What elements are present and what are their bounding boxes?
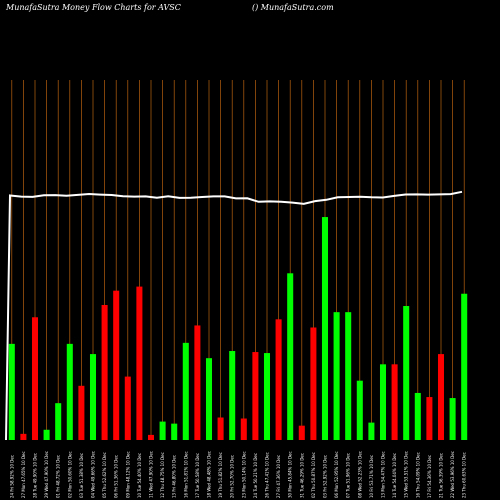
x-tick-label: 18 Wed 48.48% 10 Dec bbox=[207, 451, 212, 498]
bar-up bbox=[403, 306, 410, 440]
money-flow-bars bbox=[8, 217, 468, 440]
x-tick-label: 21 Tue 56.39% 10 Dec bbox=[439, 453, 444, 498]
bar-down bbox=[31, 317, 39, 440]
bar-up bbox=[229, 351, 236, 440]
bar-down bbox=[426, 397, 433, 440]
x-tick-label: 10 Fri 53.71% 10 Dec bbox=[369, 455, 374, 498]
x-tick-label: 28 Tue 49.90% 10 Dec bbox=[33, 453, 38, 498]
x-tick-label: 30 Mon 45.84% 10 Dec bbox=[288, 451, 293, 498]
bar-up bbox=[345, 312, 352, 440]
x-tick-label: 08 Wed 52.23% 10 Dec bbox=[357, 451, 362, 498]
bar-down bbox=[136, 286, 143, 440]
x-tick-label: 27 Mon 47.65% 10 Dec bbox=[21, 451, 26, 498]
bar-down bbox=[101, 305, 108, 440]
bar-up bbox=[368, 422, 375, 440]
x-tick-label: 01 Fri 48.72% 10 Dec bbox=[56, 455, 61, 498]
x-tick-label: 04 Wed 49.66% 10 Dec bbox=[91, 451, 96, 498]
x-tick-label: 27 Fri 47.36% 10 Dec bbox=[276, 455, 281, 498]
bar-down bbox=[20, 433, 27, 440]
bar-down bbox=[78, 385, 85, 440]
bar-up bbox=[461, 293, 468, 440]
bar-up bbox=[287, 273, 294, 440]
bar-down bbox=[391, 364, 398, 440]
bar-up bbox=[89, 354, 97, 440]
bar-up bbox=[66, 343, 73, 440]
x-tick-label: 03 Tue 51.38% 10 Dec bbox=[79, 453, 84, 498]
bar-up bbox=[356, 380, 363, 440]
money-flow-line bbox=[5, 190, 463, 441]
x-tick-label: 11 Wed 47.90% 10 Dec bbox=[149, 451, 154, 498]
bar-up bbox=[414, 392, 421, 440]
bar-up bbox=[205, 358, 213, 440]
x-tick-label: 02 Thu 50.87% 10 Dec bbox=[311, 452, 316, 498]
x-tick-label: 17 Tue 50.58% 10 Dec bbox=[195, 453, 200, 498]
x-tick-label: 13 Mon 54.47% 10 Dec bbox=[381, 451, 386, 498]
x-tick-label: 10 Tue 54.40% 10 Dec bbox=[137, 453, 142, 498]
x-tick-label: 02 Mon 50.60% 10 Dec bbox=[67, 451, 72, 498]
bar-down bbox=[113, 290, 120, 440]
bar-up bbox=[159, 421, 166, 440]
bar-up bbox=[8, 343, 15, 440]
x-tick-label: 23 Thu 60.63% 10 Dec bbox=[462, 452, 467, 498]
x-tick-label: 14 Tue 54.04% 10 Dec bbox=[392, 453, 397, 498]
bar-down bbox=[147, 434, 155, 440]
x-tick-label: 26 Thu 47.41% 10 Dec bbox=[265, 452, 270, 498]
x-tick-label: 20 Fri 52.70% 10 Dec bbox=[230, 455, 235, 498]
x-tick-label: 03 Fri 52.92% 10 Dec bbox=[323, 455, 328, 498]
x-tick-label: 16 Mon 51.81% 10 Dec bbox=[183, 451, 188, 498]
x-tick-label: 06 Fri 51.36% 10 Dec bbox=[114, 455, 119, 498]
bar-down bbox=[217, 417, 224, 440]
x-tick-label: 09 Mon 48.12% 10 Dec bbox=[125, 451, 130, 498]
x-axis-tick-labels: 24 Fri 58.92% 10 Dec 27 Mon 47.65% 10 Dec… bbox=[9, 451, 466, 498]
x-tick-label: 13 Fri 46.80% 10 Dec bbox=[172, 455, 177, 498]
bar-down bbox=[194, 325, 201, 440]
bar-up bbox=[171, 423, 178, 440]
x-tick-label: 23 Mon 50.14% 10 Dec bbox=[241, 451, 246, 498]
bar-up bbox=[321, 217, 329, 440]
x-tick-label: 15 Wed 53.51% 10 Dec bbox=[404, 451, 409, 498]
bar-up bbox=[333, 312, 340, 440]
x-tick-label: 24 Tue 50.21% 10 Dec bbox=[253, 453, 258, 498]
bar-up bbox=[449, 398, 456, 440]
x-tick-label: 22 Wed 53.96% 10 Dec bbox=[450, 451, 455, 498]
bar-down bbox=[310, 327, 317, 440]
x-tick-label: 24 Fri 58.92% 10 Dec bbox=[9, 455, 14, 498]
bar-up bbox=[55, 403, 62, 440]
bar-up bbox=[379, 364, 387, 440]
bar-down bbox=[437, 354, 445, 440]
bar-up bbox=[182, 342, 189, 440]
x-tick-label: 19 Thu 51.82% 10 Dec bbox=[218, 452, 223, 498]
bar-down bbox=[240, 418, 247, 440]
x-tick-label: 16 Thu 54.09% 10 Dec bbox=[415, 452, 420, 498]
x-tick-label: 07 Tue 51.96% 10 Dec bbox=[346, 453, 351, 498]
bar-down bbox=[124, 376, 131, 440]
x-tick-label: 17 Fri 54.36% 10 Dec bbox=[427, 455, 432, 498]
watermark: () MunafaSutra.com bbox=[252, 3, 334, 12]
bar-down bbox=[275, 319, 282, 440]
x-tick-label: 31 Tue 46.29% 10 Dec bbox=[299, 453, 304, 498]
bar-down bbox=[298, 425, 305, 440]
x-tick-label: 29 Wed 47.90% 10 Dec bbox=[44, 451, 49, 498]
bar-up bbox=[43, 429, 50, 440]
bar-up bbox=[263, 353, 271, 440]
x-tick-label: 06 Mon 52.95% 10 Dec bbox=[334, 451, 339, 498]
x-tick-label: 12 Thu 48.75% 10 Dec bbox=[160, 452, 165, 498]
chart-title: MunafaSutra Money Flow Charts for AVSC bbox=[5, 3, 181, 12]
bar-down bbox=[252, 352, 259, 440]
x-tick-label: 05 Thu 52.62% 10 Dec bbox=[102, 452, 107, 498]
